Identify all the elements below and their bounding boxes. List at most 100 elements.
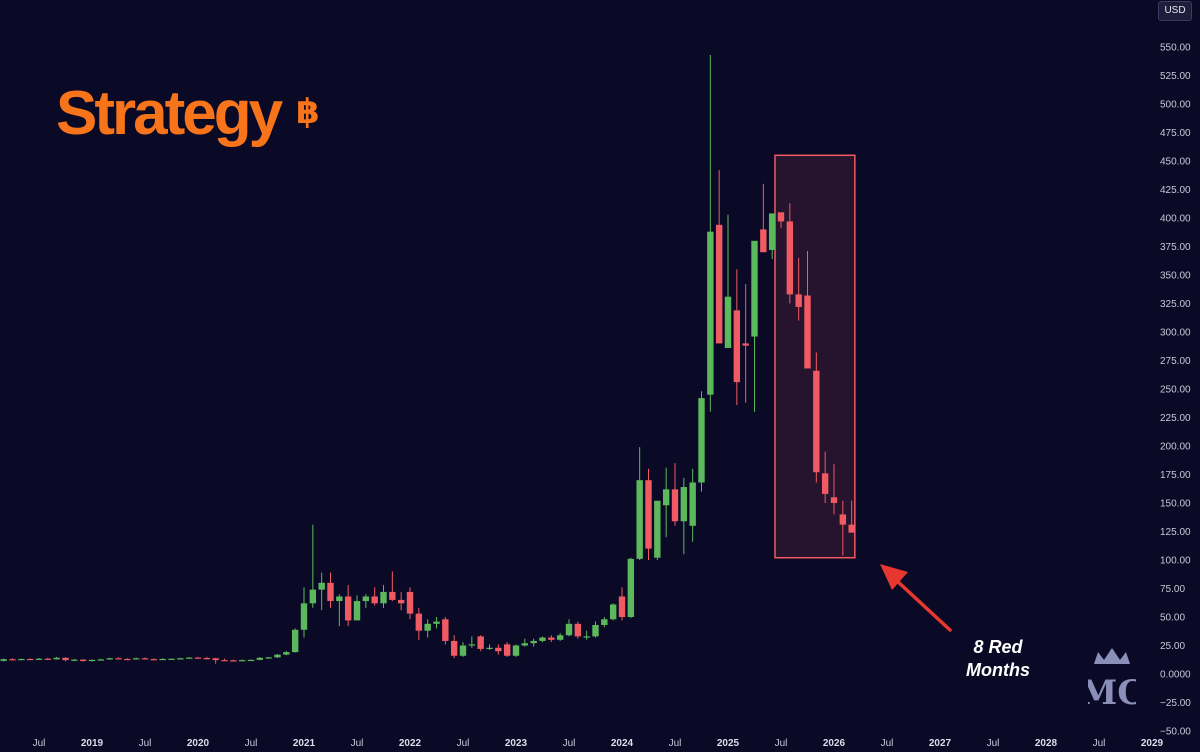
x-tick-label: 2021 (293, 738, 316, 749)
candle-body-up (468, 644, 476, 646)
candle-body-down (742, 343, 749, 346)
annotation-arrow-shaft (894, 578, 952, 632)
candle-body-down (830, 497, 838, 503)
candle-body-down (442, 619, 449, 641)
candle-body-down (212, 658, 219, 661)
candle-body-down (44, 658, 52, 660)
x-tick-label: Jul (245, 738, 258, 749)
x-tick-label: Jul (563, 738, 576, 749)
x-tick-label: 2029 (1141, 738, 1164, 749)
candle-body-down (150, 659, 158, 661)
candle-body-up (362, 596, 370, 602)
candle-body-down (477, 636, 484, 649)
candle-body-up (309, 589, 317, 604)
y-tick-label: 150.00 (1160, 499, 1191, 510)
candle-body-up (18, 658, 25, 661)
candle-body-down (574, 623, 582, 637)
candle-body-down (503, 644, 511, 656)
candle-body-down (344, 596, 352, 621)
candle-body-down (804, 295, 811, 369)
candle-body-up (751, 240, 758, 337)
candle-body-up (627, 558, 635, 617)
candle-body-down (194, 657, 202, 659)
candle-body-down (548, 637, 555, 640)
arrow-layer (880, 564, 952, 632)
candle-body-up (512, 645, 520, 656)
candle-body-up (609, 604, 617, 620)
candle-body-up (88, 659, 96, 662)
y-tick-label: 200.00 (1160, 442, 1191, 453)
candle-body-down (715, 224, 723, 344)
x-tick-label: Jul (139, 738, 152, 749)
candle-body-up (256, 657, 264, 660)
candle-body-up (583, 636, 590, 638)
y-tick-label: 225.00 (1160, 413, 1191, 424)
x-tick-label: Jul (33, 738, 46, 749)
candle-body-up (265, 657, 272, 659)
y-tick-label: 275.00 (1160, 356, 1191, 367)
x-tick-label: Jul (987, 738, 1000, 749)
candle-body-up (185, 657, 193, 659)
y-tick-label: 400.00 (1160, 214, 1191, 225)
candle-body-down (495, 647, 502, 652)
candle-body-up (168, 658, 175, 660)
y-tick-label: 75.00 (1160, 584, 1185, 595)
highlight-layer (774, 154, 856, 559)
y-tick-label: 250.00 (1160, 385, 1191, 396)
x-tick-label: Jul (1093, 738, 1106, 749)
candle-body-up (35, 658, 43, 660)
candle-body-down (786, 221, 794, 295)
currency-badge[interactable]: USD (1158, 1, 1192, 21)
y-tick-label: 475.00 (1160, 128, 1191, 139)
x-tick-label: Jul (881, 738, 894, 749)
candle-body-down (389, 591, 396, 600)
y-tick-label: 0.0000 (1160, 670, 1191, 681)
x-tick-label: Jul (351, 738, 364, 749)
candle-body-down (813, 370, 820, 473)
candle-body-up (689, 482, 696, 526)
candle-body-down (618, 596, 626, 617)
x-tick-label: 2020 (187, 738, 210, 749)
y-tick-label: −50.00 (1160, 727, 1191, 738)
candle-body-down (62, 657, 69, 661)
y-tick-label: 500.00 (1160, 100, 1191, 111)
candle-body-down (203, 658, 211, 660)
candle-body-up (636, 480, 643, 559)
y-tick-label: 375.00 (1160, 242, 1191, 253)
x-tick-label: 2025 (717, 738, 740, 749)
candle-body-up (433, 621, 440, 624)
candle-body-down (777, 212, 785, 222)
y-tick-label: −25.00 (1160, 698, 1191, 709)
candle-body-up (556, 635, 564, 640)
candle-body-down (760, 229, 767, 253)
candle-body-up (698, 398, 705, 483)
candle-body-down (115, 658, 122, 660)
annotation-line-1: 8 Red (973, 637, 1023, 657)
candle-body-up (353, 601, 361, 621)
candle-body-up (530, 640, 537, 644)
candle-body-up (0, 659, 7, 661)
candles-layer (0, 54, 855, 664)
mc-watermark-text: MC (1088, 673, 1136, 710)
x-tick-label: 2026 (823, 738, 846, 749)
y-tick-label: 175.00 (1160, 470, 1191, 481)
x-tick-label: Jul (669, 738, 682, 749)
strategy-logo: Strategy (56, 79, 283, 148)
x-tick-label: 2027 (929, 738, 952, 749)
candle-body-up (601, 619, 608, 625)
candle-body-up (680, 487, 688, 522)
candle-body-down (671, 489, 679, 522)
candle-body-up (238, 660, 246, 662)
candle-body-down (221, 660, 228, 662)
candle-body-up (132, 658, 140, 660)
y-tick-label: 425.00 (1160, 185, 1191, 196)
candle-body-down (327, 582, 334, 602)
crown-icon (1094, 648, 1130, 664)
candle-body-up (274, 654, 281, 658)
candle-body-down (26, 658, 34, 661)
candle-body-up (283, 652, 290, 655)
y-tick-label: 350.00 (1160, 271, 1191, 282)
price-axis: 550.00 525.00 500.00 475.00 450.00 425.00 400.… (1160, 43, 1191, 738)
red-months-highlight-box (774, 154, 856, 559)
